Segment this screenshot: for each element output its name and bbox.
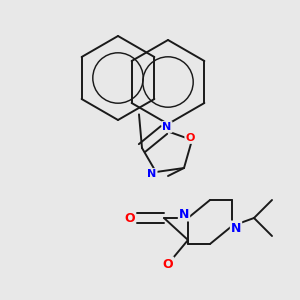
Text: O: O <box>185 133 195 143</box>
Text: O: O <box>163 257 173 271</box>
Text: N: N <box>231 221 241 235</box>
Text: N: N <box>147 169 157 179</box>
Text: N: N <box>162 122 172 132</box>
Text: O: O <box>125 212 135 224</box>
Text: N: N <box>179 208 189 220</box>
